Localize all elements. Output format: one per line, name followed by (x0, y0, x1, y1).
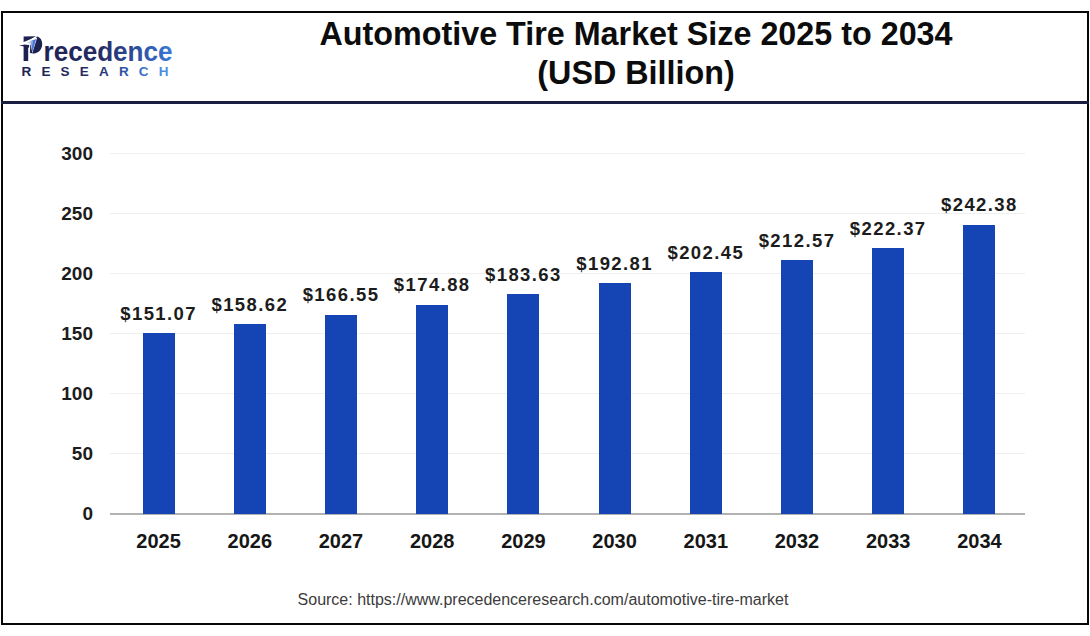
svg-text:recedence: recedence (44, 35, 173, 67)
